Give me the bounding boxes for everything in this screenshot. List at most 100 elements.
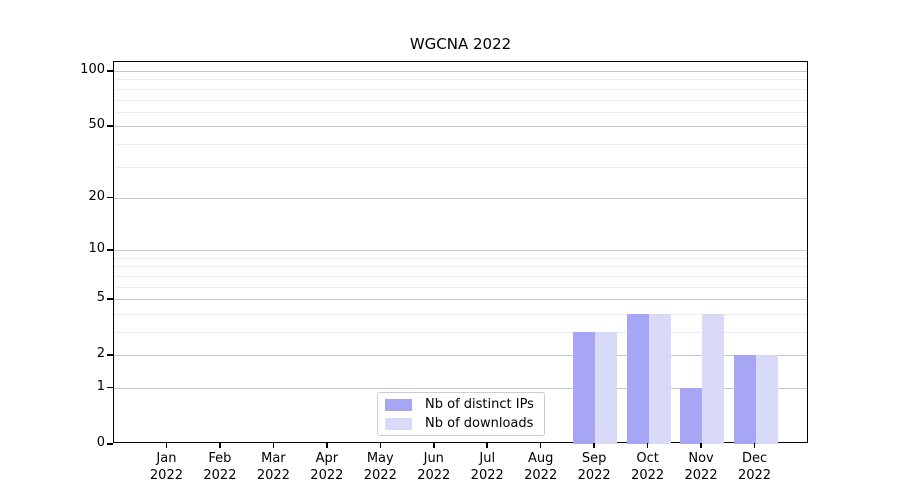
x-tick-mark — [486, 443, 488, 448]
bar-distinct-ips — [626, 313, 649, 444]
y-tick-mark — [107, 298, 113, 300]
x-tick-mark — [753, 443, 756, 448]
legend-item-downloads: Nb of downloads — [385, 416, 537, 431]
x-tick-month: Nov — [688, 451, 714, 466]
legend-label-downloads: Nb of downloads — [425, 416, 534, 431]
gridline-minor — [114, 331, 807, 333]
y-tick-mark — [107, 354, 113, 356]
x-tick-year: 2022 — [684, 468, 718, 483]
legend: Nb of distinct IPs Nb of downloads — [377, 392, 545, 436]
gridline-minor — [114, 79, 807, 81]
x-tick-year: 2022 — [631, 468, 665, 483]
x-tick-label: Sep 2022 — [566, 450, 622, 484]
x-tick-label: May 2022 — [352, 450, 408, 484]
y-tick-label: 2 — [96, 346, 105, 362]
x-tick-label: Mar 2022 — [245, 450, 301, 484]
gridline-minor — [114, 166, 807, 168]
gridline-major — [114, 355, 807, 357]
x-tick-label: Oct 2022 — [620, 450, 676, 484]
plot-area — [113, 61, 808, 444]
gridline-minor — [114, 266, 807, 268]
x-tick-label: Jul 2022 — [459, 450, 515, 484]
x-tick-mark — [272, 443, 275, 448]
bars — [114, 62, 807, 444]
gridline-major — [114, 250, 807, 252]
x-tick-mark — [379, 443, 382, 448]
x-tick-mark — [539, 443, 542, 448]
x-tick-mark — [646, 443, 649, 448]
x-tick-year: 2022 — [524, 468, 558, 483]
gridline-minor — [114, 88, 807, 90]
legend-swatch-distinct-ips-icon — [385, 398, 412, 411]
gridline-minor — [114, 257, 807, 259]
x-tick-mark — [326, 443, 328, 448]
x-tick-year: 2022 — [577, 468, 611, 483]
x-tick-year: 2022 — [203, 468, 237, 483]
gridline-minor — [114, 99, 807, 101]
x-tick-year: 2022 — [737, 468, 772, 483]
x-tick-month: Dec — [741, 451, 768, 466]
x-tick-month: Jun — [423, 451, 444, 466]
y-tick-label: 50 — [88, 117, 105, 133]
bar-distinct-ips — [733, 355, 756, 444]
gridline-minor — [114, 286, 807, 288]
gridline-minor — [114, 313, 807, 315]
x-tick-mark — [165, 443, 168, 448]
y-tick-label: 1 — [96, 378, 105, 394]
bar-downloads — [702, 313, 725, 444]
x-tick-month: Apr — [315, 451, 339, 466]
x-tick-year: 2022 — [470, 468, 504, 483]
x-tick-label: Aug 2022 — [513, 450, 569, 484]
x-tick-month: May — [366, 451, 394, 466]
x-tick-month: Mar — [261, 451, 286, 466]
gridline-minor — [114, 143, 807, 145]
x-tick-mark — [219, 443, 221, 448]
gridline-major — [114, 387, 807, 389]
y-tick-label: 10 — [88, 241, 105, 257]
x-tick-mark — [700, 443, 702, 448]
y-tick-mark — [107, 125, 113, 127]
y-tick-mark — [107, 386, 113, 389]
y-tick-label: 20 — [88, 188, 105, 204]
x-tick-label: Jan 2022 — [138, 450, 194, 484]
chart-title: WGCNA 2022 — [409, 35, 512, 53]
legend-swatch-downloads-icon — [385, 417, 412, 430]
x-tick-label: Dec 2022 — [727, 450, 783, 484]
x-tick-year: 2022 — [256, 468, 290, 483]
x-tick-mark — [593, 443, 595, 448]
x-tick-month: Aug — [527, 451, 554, 466]
y-tick-label: 0 — [96, 435, 105, 450]
gridline-major — [114, 299, 807, 301]
x-tick-label: Apr 2022 — [299, 450, 355, 484]
legend-label-distinct-ips: Nb of distinct IPs — [425, 397, 534, 412]
y-tick-mark — [107, 196, 113, 199]
x-tick-month: Sep — [581, 451, 607, 466]
x-tick-month: Jul — [479, 451, 496, 466]
gridlines — [114, 62, 807, 442]
x-tick-label: Nov 2022 — [673, 450, 729, 484]
y-tick-mark — [107, 70, 113, 72]
y-tick-mark — [107, 443, 113, 445]
y-tick-mark — [107, 249, 113, 251]
y-tick-label: 5 — [96, 290, 105, 306]
bar-distinct-ips — [573, 331, 596, 444]
bar-distinct-ips — [680, 387, 703, 444]
x-tick-month: Jan — [156, 451, 177, 466]
gridline-major — [114, 197, 807, 199]
gridline-major — [114, 71, 807, 73]
bar-downloads — [595, 331, 618, 444]
gridline-minor — [114, 275, 807, 277]
x-tick-year: 2022 — [310, 468, 344, 483]
x-tick-month: Feb — [208, 451, 232, 466]
gridline-minor — [114, 111, 807, 113]
bar-downloads — [648, 313, 671, 444]
x-tick-year: 2022 — [417, 468, 451, 483]
x-tick-year: 2022 — [363, 468, 397, 483]
x-tick-year: 2022 — [149, 468, 183, 483]
gridline-major — [114, 126, 807, 128]
bar-downloads — [755, 355, 778, 444]
x-tick-label: Jun 2022 — [406, 450, 462, 484]
y-tick-label: 100 — [80, 62, 105, 78]
x-tick-label: Feb 2022 — [192, 450, 248, 484]
